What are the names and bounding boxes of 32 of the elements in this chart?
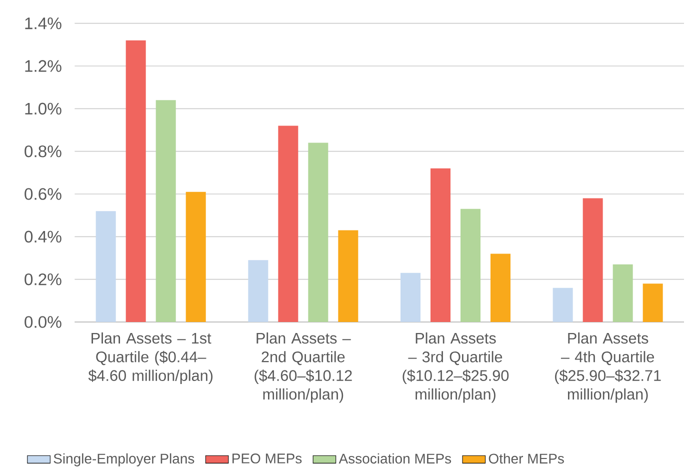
x-tick-label: Plan Assets – 2nd Quartile ($4.60–$10.12 million/plan) bbox=[254, 332, 352, 403]
x-tick-label: Plan Assets – 3rd Quartile ($10.12–$25.90 million/plan) bbox=[402, 332, 509, 403]
legend-label: Other MEPs bbox=[488, 453, 564, 464]
y-tick-label: 1.2% bbox=[25, 60, 62, 72]
bar bbox=[126, 40, 146, 322]
bar bbox=[642, 284, 663, 322]
bar bbox=[490, 254, 511, 322]
x-tick-label: Plan Assets – 4th Quartile ($25.90–$32.71 million/plan) bbox=[555, 332, 661, 403]
y-tick-label: 0.0% bbox=[24, 316, 62, 328]
bar bbox=[248, 260, 268, 322]
bar bbox=[308, 142, 328, 322]
bar bbox=[278, 126, 298, 322]
bar bbox=[612, 264, 633, 322]
y-tick-label: 1.0% bbox=[25, 102, 62, 115]
bar bbox=[430, 168, 451, 322]
y-tick-label: 0.6% bbox=[24, 188, 62, 200]
bar bbox=[96, 211, 116, 322]
y-tick-label: 0.2% bbox=[24, 273, 62, 286]
legend-label: Single-Employer Plans bbox=[54, 453, 194, 466]
y-tick-label: 0.8% bbox=[24, 145, 62, 158]
y-tick-label: 1.4% bbox=[25, 18, 62, 30]
bar bbox=[582, 198, 603, 322]
bar bbox=[338, 230, 358, 322]
legend-label: Association MEPs bbox=[338, 453, 452, 464]
bar bbox=[460, 208, 481, 322]
bar bbox=[156, 100, 176, 322]
bar bbox=[186, 192, 206, 322]
legend-label: PEO MEPs bbox=[232, 454, 302, 464]
bar bbox=[400, 272, 420, 322]
x-tick-label: Plan Assets – 1st Quartile ($0.44–$4.60 million/plan) bbox=[88, 332, 212, 384]
bar bbox=[552, 288, 573, 322]
y-tick-label: 0.4% bbox=[24, 230, 62, 243]
